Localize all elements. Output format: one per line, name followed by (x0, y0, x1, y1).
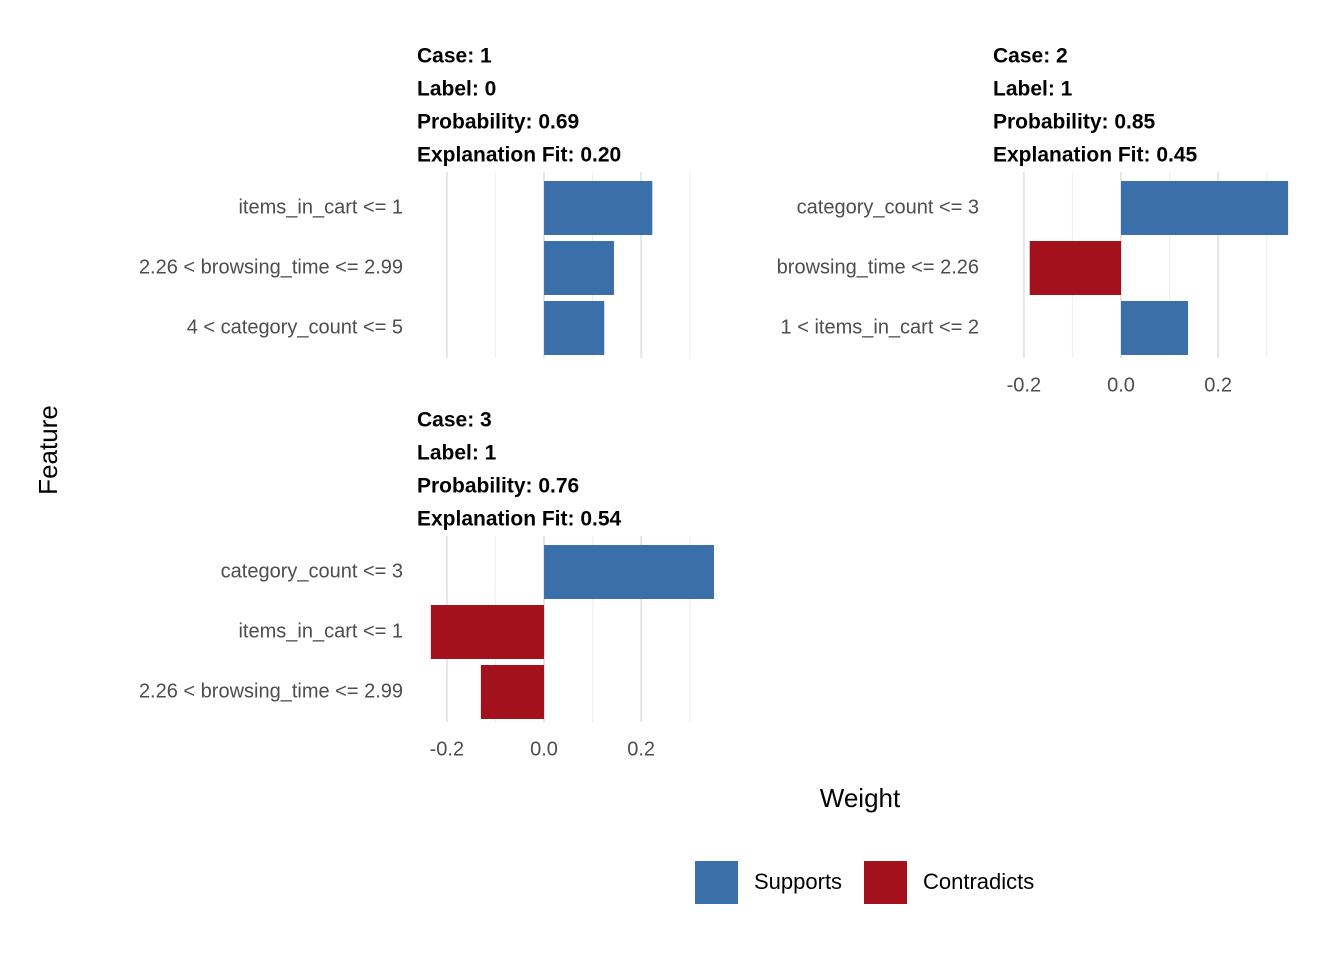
legend-swatch (695, 861, 738, 904)
panel-title: Label: 1 (993, 78, 1073, 101)
y-tick-label: category_count <= 3 (221, 560, 403, 582)
y-tick-label: category_count <= 3 (797, 196, 979, 218)
bar (544, 545, 714, 599)
y-tick-label: items_in_cart <= 1 (238, 620, 403, 642)
y-tick-label: items_in_cart <= 1 (238, 196, 403, 218)
bar (430, 605, 545, 659)
panel-title: Case: 1 (417, 45, 492, 68)
x-tick-label: -0.2 (430, 738, 464, 760)
panel-title: Probability: 0.69 (417, 111, 579, 134)
panel-title: Case: 3 (417, 409, 492, 432)
x-tick-label: 0.2 (1204, 374, 1232, 396)
y-tick-label: browsing_time <= 2.26 (777, 256, 979, 278)
panel-title: Probability: 0.85 (993, 111, 1156, 134)
panel-title: Probability: 0.76 (417, 475, 579, 498)
legend-label: Supports (754, 869, 842, 894)
legend-label: Contradicts (923, 869, 1034, 894)
x-tick-label: 0.0 (1107, 374, 1135, 396)
bar (544, 181, 653, 235)
bar (1121, 181, 1289, 235)
panel-title: Label: 0 (417, 78, 496, 101)
panel-title: Explanation Fit: 0.45 (993, 144, 1198, 167)
y-tick-label: 2.26 < browsing_time <= 2.99 (139, 680, 403, 702)
x-axis-title: Weight (820, 783, 901, 813)
panel-title: Case: 2 (993, 45, 1068, 68)
x-tick-label: 0.2 (627, 738, 655, 760)
bar (1121, 301, 1189, 355)
y-tick-label: 2.26 < browsing_time <= 2.99 (139, 256, 403, 278)
bar (544, 241, 614, 295)
panel-title: Explanation Fit: 0.54 (417, 508, 622, 531)
legend-swatch (864, 861, 907, 904)
x-tick-label: 0.0 (530, 738, 558, 760)
bar (480, 665, 545, 719)
x-tick-label: -0.2 (1007, 374, 1041, 396)
bar (1029, 241, 1122, 295)
bar (544, 301, 605, 355)
y-axis-title: Feature (33, 405, 63, 495)
panel-title: Label: 1 (417, 442, 497, 465)
y-tick-label: 1 < items_in_cart <= 2 (781, 316, 979, 338)
panel-title: Explanation Fit: 0.20 (417, 144, 621, 167)
y-tick-label: 4 < category_count <= 5 (187, 316, 403, 338)
